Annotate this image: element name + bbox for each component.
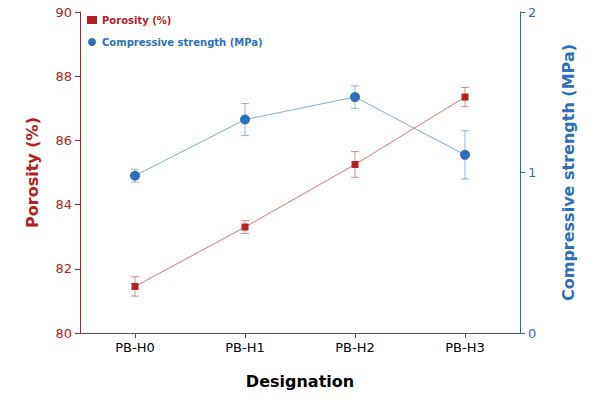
svg-text:Compressive strength (MPa): Compressive strength (MPa): [102, 37, 263, 48]
svg-text:84: 84: [55, 197, 72, 212]
svg-text:Porosity (%): Porosity (%): [23, 117, 42, 228]
svg-text:PB-H2: PB-H2: [335, 340, 375, 355]
svg-text:80: 80: [55, 326, 72, 341]
svg-text:1: 1: [528, 165, 536, 180]
svg-text:PB-H0: PB-H0: [115, 340, 155, 355]
svg-text:2: 2: [528, 5, 536, 20]
svg-text:90: 90: [55, 5, 72, 20]
svg-text:82: 82: [55, 261, 72, 276]
svg-text:Compressive strength (MPa): Compressive strength (MPa): [559, 44, 578, 301]
svg-text:0: 0: [528, 326, 536, 341]
svg-text:86: 86: [55, 133, 72, 148]
svg-text:Designation: Designation: [246, 372, 354, 391]
svg-text:88: 88: [55, 69, 72, 84]
svg-text:PB-H3: PB-H3: [445, 340, 485, 355]
svg-text:PB-H1: PB-H1: [225, 340, 265, 355]
svg-text:Porosity (%): Porosity (%): [102, 15, 171, 26]
